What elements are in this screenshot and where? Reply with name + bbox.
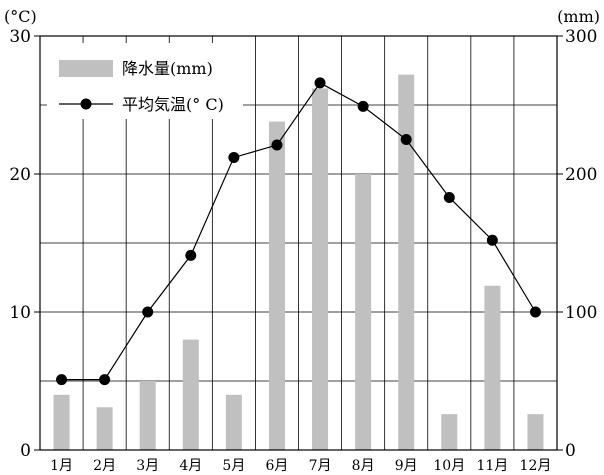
legend-bar-label: 降水量(mm)	[122, 59, 213, 78]
temperature-line	[56, 77, 541, 386]
month-label: 2月	[93, 458, 116, 474]
precip-bar	[182, 339, 199, 450]
left-axis-tick-label: 20	[9, 165, 31, 185]
legend: 降水量(mm) 平均気温(° C)	[47, 43, 243, 119]
month-label: 10月	[433, 458, 465, 474]
month-label: 1月	[50, 458, 73, 474]
precipitation-bars	[53, 74, 544, 450]
precip-bar	[441, 414, 458, 450]
temperature-point	[529, 306, 541, 318]
left-axis-tick-label: 10	[9, 303, 31, 323]
legend-background	[47, 43, 243, 119]
precip-bar	[484, 285, 501, 450]
temperature-point	[486, 234, 498, 246]
precip-bar	[355, 174, 372, 450]
precip-bar	[268, 121, 285, 450]
precip-bar	[398, 74, 415, 450]
legend-bar-swatch	[59, 60, 113, 77]
temperature-polyline	[61, 82, 536, 381]
temperature-point	[99, 374, 111, 386]
precip-bar	[225, 394, 242, 450]
month-label: 3月	[136, 458, 159, 474]
right-axis-unit: (mm)	[557, 7, 600, 26]
right-axis-tick-label: 200	[565, 165, 597, 185]
legend-line-marker	[80, 98, 92, 110]
precip-bar	[527, 414, 544, 450]
precip-bar	[96, 407, 113, 450]
legend-line-label: 平均気温(° C)	[122, 95, 224, 114]
precip-bar	[53, 394, 70, 450]
right-axis-tick-label: 0	[565, 441, 576, 461]
temperature-point	[142, 306, 154, 318]
month-label: 9月	[395, 458, 418, 474]
precip-bar	[312, 88, 329, 450]
temperature-point	[400, 134, 412, 145]
month-label: 11月	[476, 458, 508, 474]
month-label: 8月	[352, 458, 375, 474]
temperature-point	[314, 77, 326, 89]
month-label: 7月	[309, 458, 332, 474]
left-axis-tick-label: 30	[9, 27, 31, 47]
temperature-point	[443, 191, 455, 203]
temperature-point	[185, 249, 197, 261]
left-axis-unit: (°C)	[4, 7, 37, 26]
month-label: 6月	[265, 458, 288, 474]
month-label: 5月	[222, 458, 245, 474]
plot-frame	[39, 35, 558, 451]
month-label: 12月	[520, 458, 552, 474]
temperature-point	[228, 151, 240, 163]
plot-border	[39, 35, 558, 451]
left-axis-tick-label: 0	[20, 441, 31, 461]
month-label: 4月	[179, 458, 202, 474]
precip-bar	[139, 381, 156, 450]
temperature-point	[357, 100, 369, 112]
temperature-point	[56, 374, 68, 386]
right-axis-tick-label: 100	[565, 303, 597, 323]
grid-lines	[40, 36, 557, 450]
right-axis-tick-label: 300	[565, 27, 597, 47]
temperature-point	[271, 139, 283, 151]
